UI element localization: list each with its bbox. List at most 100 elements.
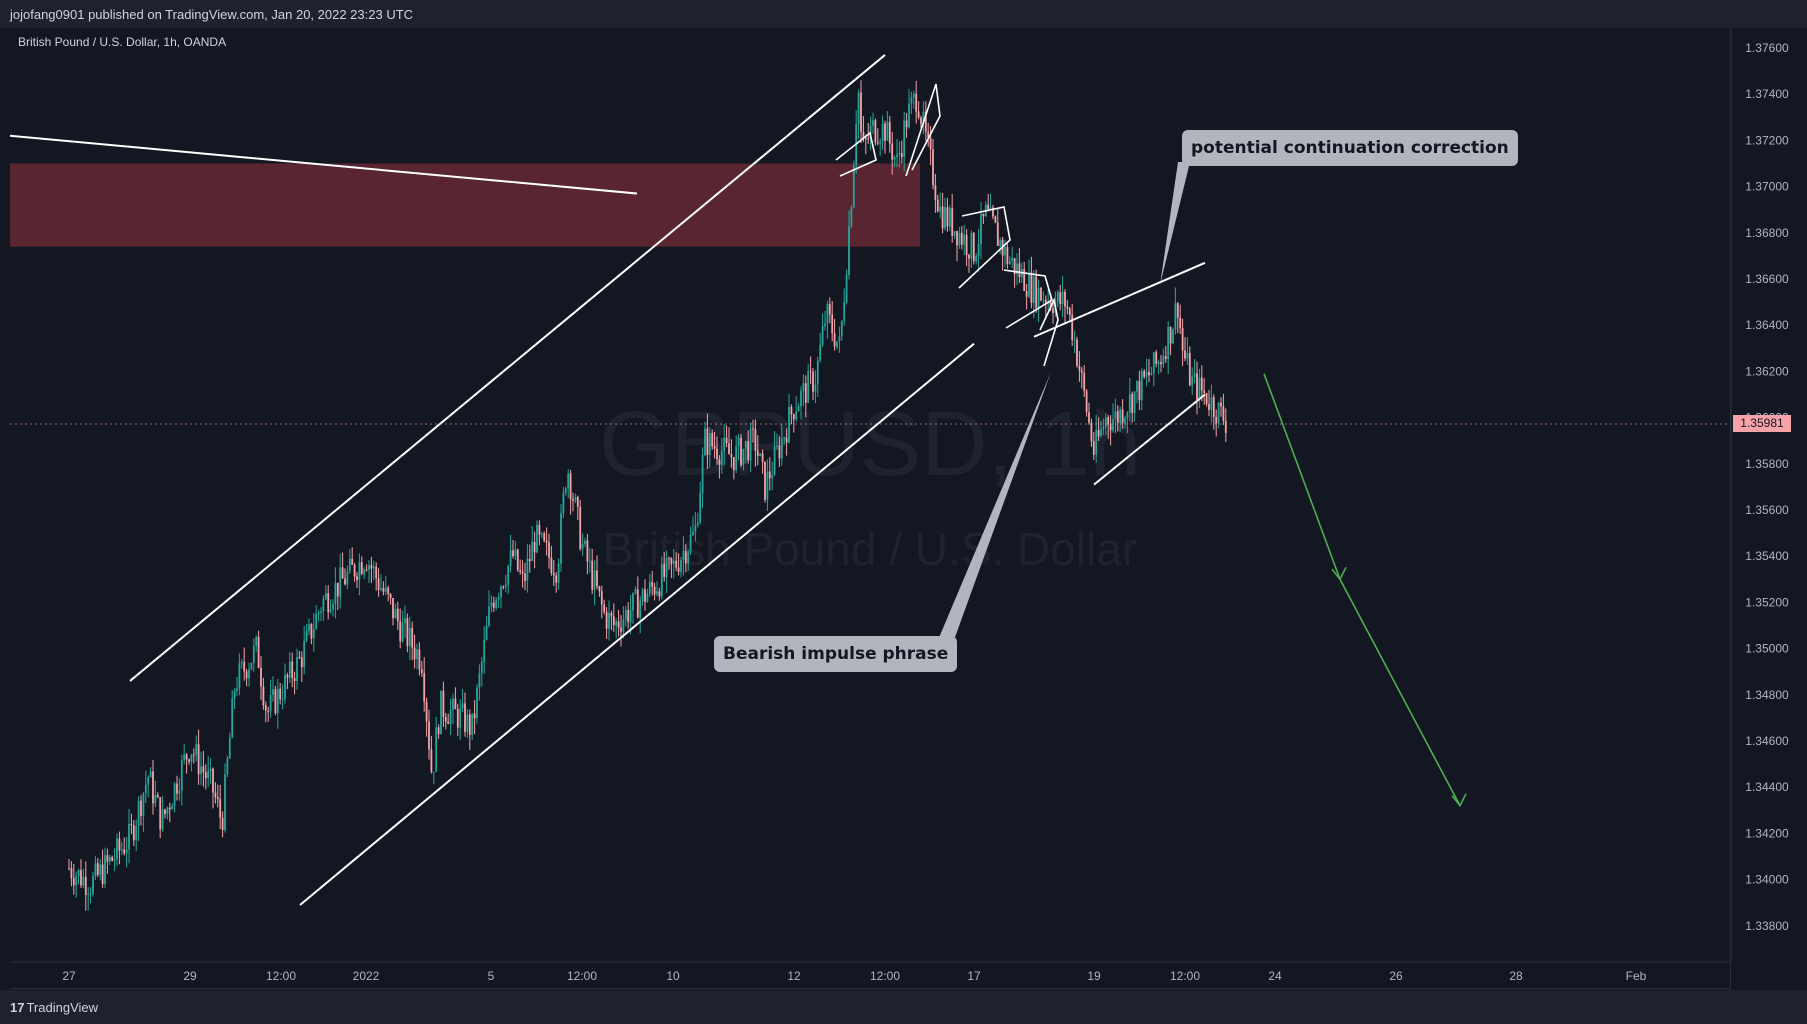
candle-body — [915, 93, 918, 112]
candle-body — [968, 254, 970, 259]
candle-body — [452, 698, 454, 710]
time-tick-label: 24 — [1268, 969, 1282, 983]
candle-body — [68, 868, 70, 870]
candle-body — [1212, 397, 1215, 417]
candle-body — [917, 111, 920, 118]
candle-body — [264, 705, 267, 711]
candle-body — [651, 581, 654, 587]
candle-body — [576, 496, 579, 507]
candle-body — [1061, 291, 1064, 305]
candle-body — [867, 138, 870, 140]
callout-correction[interactable]: potential continuation correction — [1182, 130, 1518, 166]
candle-body — [240, 661, 243, 664]
candle-body — [713, 446, 716, 449]
candle-body — [159, 797, 162, 830]
candle-body — [1011, 258, 1014, 261]
price-tick-label: 1.33800 — [1745, 919, 1789, 933]
candle-body — [848, 226, 850, 275]
price-tick-label: 1.34600 — [1745, 734, 1789, 748]
candle-body — [946, 207, 949, 227]
candle-body — [502, 586, 505, 588]
candle-body — [185, 754, 188, 760]
candle-body — [296, 657, 298, 682]
candle-body — [886, 121, 889, 141]
candle-body — [903, 120, 906, 157]
candle-body — [987, 204, 990, 210]
candle-body — [1186, 352, 1189, 359]
brand-name: TradingView — [26, 1000, 99, 1015]
candle-body — [300, 657, 303, 668]
candle-body — [920, 117, 922, 125]
candle-body — [766, 471, 769, 500]
price-tick-label: 1.36600 — [1745, 272, 1789, 286]
candle-body — [629, 610, 632, 623]
candle-body — [504, 584, 507, 587]
candle-body — [272, 689, 274, 695]
candle-body — [970, 232, 973, 259]
candle-body — [840, 321, 843, 337]
candle-body — [747, 441, 750, 461]
candle-body — [382, 588, 385, 592]
candle-body — [1088, 412, 1090, 423]
candle-body — [1116, 411, 1119, 423]
candle-body — [1157, 362, 1160, 364]
price-tick-label: 1.36400 — [1745, 318, 1789, 332]
candle-body — [1032, 276, 1035, 303]
candle-body — [555, 575, 558, 583]
flag-pattern — [958, 206, 1011, 289]
candle-body — [1013, 258, 1016, 275]
price-axis[interactable]: 1.37600 1.37400 1.37200 1.37000 1.36800 1.366… — [1730, 28, 1789, 962]
candle-body — [94, 863, 97, 877]
candle-body — [188, 759, 190, 762]
candle-body — [519, 570, 522, 572]
candle-body — [989, 207, 992, 210]
candle-body — [528, 558, 531, 562]
candle-body — [1121, 409, 1124, 424]
tradingview-logo[interactable]: 17 TradingView — [10, 1000, 98, 1015]
candle-body — [977, 244, 980, 256]
candle-body — [243, 661, 246, 672]
candle-body — [764, 461, 766, 500]
candle-body — [612, 616, 615, 626]
candle-body — [514, 549, 517, 557]
candle-body — [1006, 246, 1009, 264]
candle-body — [783, 437, 786, 439]
candle-body — [788, 406, 790, 443]
candle-body — [1102, 427, 1105, 429]
candle-body — [478, 673, 481, 688]
candle-body — [893, 157, 896, 160]
time-tick-label: 12:00 — [870, 969, 900, 983]
candle-body — [663, 563, 666, 578]
candle-body — [236, 688, 238, 692]
candle-body — [288, 661, 291, 678]
candle-body — [797, 406, 800, 412]
candle-body — [656, 591, 658, 595]
candle-body — [850, 207, 853, 227]
candle-body — [1018, 263, 1021, 278]
candle-body — [1203, 390, 1206, 393]
price-tick-label: 1.35600 — [1745, 503, 1789, 517]
candle-body — [82, 876, 85, 886]
candle-body — [449, 709, 452, 724]
candle-body — [524, 573, 526, 581]
candle-body — [423, 673, 426, 702]
candle-body — [1023, 269, 1026, 291]
candle-body — [598, 586, 601, 592]
candle-body — [862, 131, 865, 139]
candle-body — [341, 567, 344, 579]
candle-body — [1148, 371, 1150, 376]
flag-pattern — [835, 131, 877, 177]
callout-impulse[interactable]: Bearish impulse phrase — [714, 636, 958, 672]
candle-body — [922, 111, 925, 125]
candle-body — [293, 678, 296, 682]
candle-body — [291, 661, 294, 679]
candle-body — [538, 524, 541, 535]
candle-body — [824, 323, 826, 327]
time-axis[interactable]: 27 29 12:00 2022 5 12:00 10 12 12:00 17 19 12:00 24 2… — [10, 961, 1731, 983]
candle-body — [1080, 370, 1083, 373]
candle-body — [615, 621, 618, 626]
candle-body — [560, 513, 562, 564]
candle-body — [84, 876, 87, 895]
candle-body — [512, 550, 514, 557]
